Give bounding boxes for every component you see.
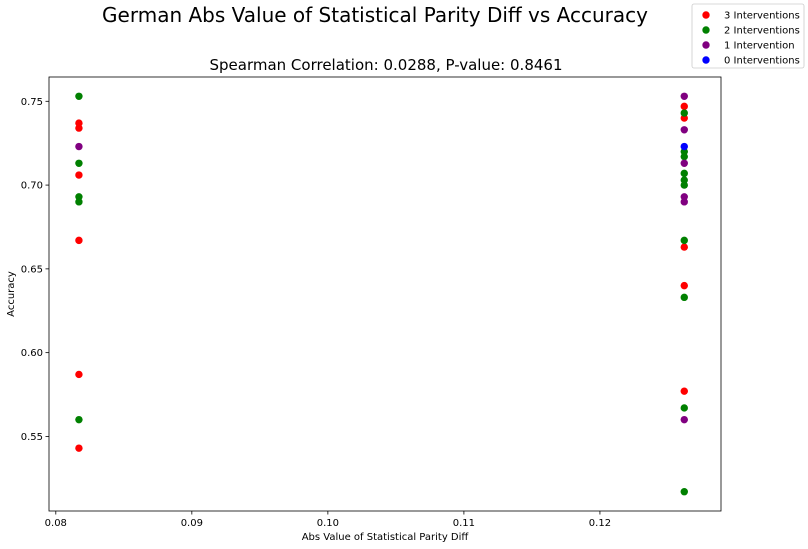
legend: 3 Interventions 2 Interventions 1 Interven… (691, 3, 805, 69)
x-tick-label: 0.12 (589, 518, 611, 529)
chart-subtitle: Spearman Correlation: 0.0288, P-value: 0… (209, 56, 562, 74)
y-tick-label: 0.70 (21, 181, 43, 192)
data-point (680, 293, 688, 302)
legend-label: 2 Interventions (724, 26, 800, 37)
data-point (680, 281, 688, 290)
data-point (680, 387, 688, 395)
data-point (680, 488, 688, 496)
data-point (680, 152, 688, 161)
plot-area (48, 76, 722, 512)
data-point (680, 109, 688, 117)
legend-marker (702, 41, 710, 49)
data-point (75, 142, 83, 151)
data-point (75, 159, 83, 167)
data-point (75, 236, 83, 245)
data-point (680, 236, 688, 245)
data-point (680, 92, 688, 100)
y-axis-label: Accuracy (6, 271, 17, 317)
data-point (75, 415, 83, 424)
data-point (75, 171, 83, 179)
data-point (680, 181, 688, 189)
x-axis-ticks: 0.08 0.09 0.10 0.11 0.12 (45, 511, 611, 529)
x-tick-label: 0.08 (45, 518, 67, 529)
y-tick-label: 0.75 (21, 97, 43, 108)
data-point (680, 243, 688, 251)
legend-label: 3 Interventions (724, 11, 800, 22)
chart-title: German Abs Value of Statistical Parity D… (102, 3, 648, 27)
data-point (680, 415, 688, 424)
data-point (75, 124, 83, 132)
y-tick-label: 0.60 (21, 348, 43, 359)
data-point (75, 198, 83, 206)
data-points (75, 92, 688, 496)
data-point (680, 102, 688, 111)
legend-marker (702, 11, 710, 19)
data-point (680, 126, 688, 134)
y-axis-ticks: 0.55 0.60 0.65 0.70 0.75 (21, 97, 49, 443)
legend-label: 1 Intervention (724, 41, 795, 52)
legend-marker (702, 56, 710, 64)
legend-box (691, 3, 805, 69)
legend-marker (702, 26, 710, 34)
y-tick-label: 0.65 (21, 264, 43, 275)
data-point (680, 198, 688, 206)
data-point (680, 159, 688, 167)
data-point (680, 142, 688, 151)
data-point (75, 92, 83, 100)
x-tick-label: 0.10 (317, 518, 339, 529)
data-point (75, 444, 83, 452)
x-tick-label: 0.09 (181, 518, 203, 529)
data-point (75, 370, 83, 379)
legend-label: 0 Interventions (724, 56, 800, 67)
x-tick-label: 0.11 (453, 518, 475, 529)
data-point (680, 404, 688, 412)
y-tick-label: 0.55 (21, 432, 43, 443)
x-axis-label: Abs Value of Statistical Parity Diff (302, 532, 470, 543)
data-point (680, 169, 688, 178)
